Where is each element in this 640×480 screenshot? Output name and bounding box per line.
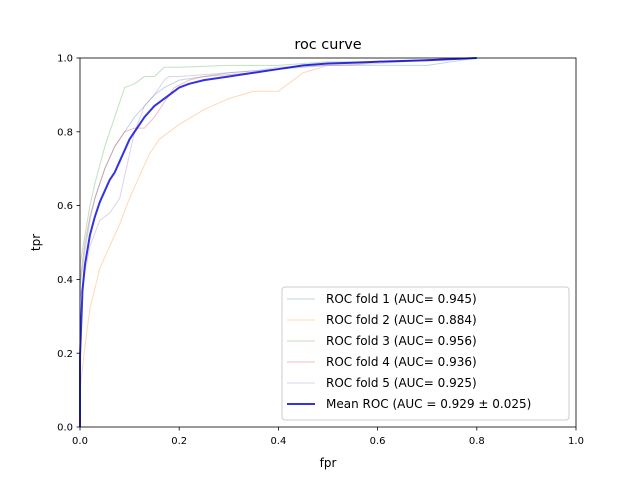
- legend-label: ROC fold 3 (AUC= 0.956): [326, 334, 477, 348]
- legend-label: ROC fold 5 (AUC= 0.925): [326, 376, 477, 390]
- x-tick-label: 0.2: [171, 436, 187, 447]
- roc-fold-1-line: [79, 57, 477, 427]
- x-tick-label: 0.6: [370, 436, 386, 447]
- legend-box: [281, 286, 570, 421]
- x-tick-label: 0.8: [469, 436, 485, 447]
- legend: ROC fold 1 (AUC= 0.945) ROC fold 2 (AUC= …: [281, 286, 570, 421]
- y-tick-label: 0.0: [57, 423, 73, 434]
- chart-title: roc curve: [294, 37, 361, 53]
- legend-label: ROC fold 4 (AUC= 0.936): [326, 355, 477, 369]
- y-axis: 0.0 0.2 0.4 0.6 0.8 1.0: [57, 54, 80, 434]
- x-tick-label: 0.0: [72, 436, 88, 447]
- legend-label: Mean ROC (AUC = 0.929 ± 0.025): [326, 397, 531, 411]
- legend-label: ROC fold 2 (AUC= 0.884): [326, 313, 477, 327]
- legend-label: ROC fold 1 (AUC= 0.945): [326, 292, 477, 306]
- roc-fold-3-line: [79, 57, 477, 427]
- y-tick-label: 0.8: [57, 127, 73, 138]
- plot-area: [79, 57, 477, 427]
- roc-fold-2-line: [79, 57, 477, 427]
- y-tick-label: 0.6: [57, 201, 73, 212]
- mean-roc-line: [79, 57, 477, 427]
- roc-fold-5-line: [79, 57, 477, 427]
- axes-frame: [79, 57, 577, 428]
- x-tick-label: 0.4: [270, 436, 286, 447]
- y-tick-label: 0.4: [57, 275, 73, 286]
- y-tick-label: 0.2: [57, 349, 73, 360]
- y-axis-label: tpr: [29, 234, 43, 251]
- x-tick-label: 1.0: [568, 436, 584, 447]
- x-axis-label: fpr: [320, 456, 337, 470]
- y-tick-label: 1.0: [57, 54, 73, 65]
- x-axis: 0.0 0.2 0.4 0.6 0.8 1.0: [72, 427, 584, 447]
